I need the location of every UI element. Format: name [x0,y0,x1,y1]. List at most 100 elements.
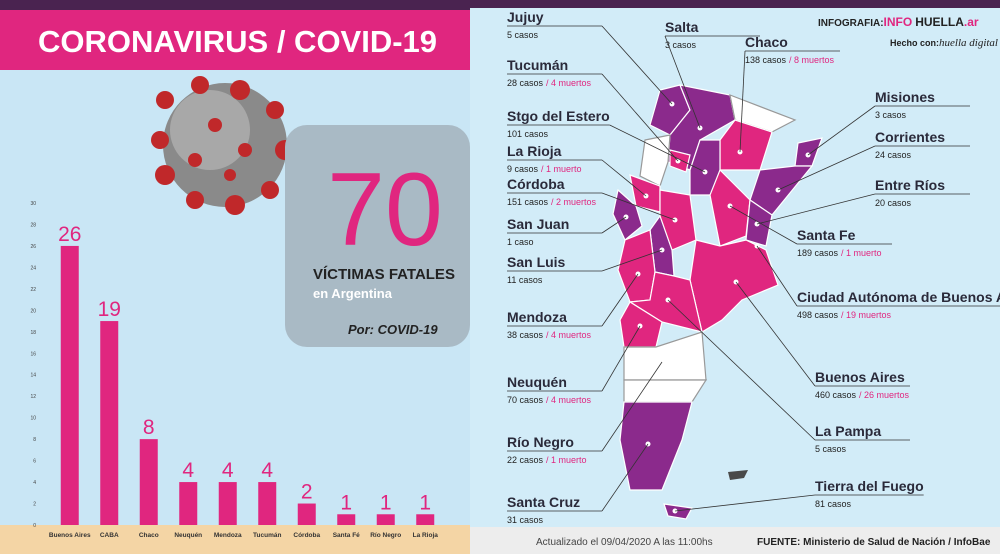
region-cases: 189 casos [797,248,839,258]
deaths-by: Por: COVID-19 [348,322,438,337]
y-tick-label: 6 [33,459,36,465]
region-name: Jujuy [507,9,544,25]
y-tick-label: 8 [33,437,36,443]
region-deaths: / 2 muertos [551,197,597,207]
leader-line [601,325,641,392]
category-strip [0,525,470,554]
leader-line [609,124,706,173]
header-top [0,0,470,10]
region-cases: 1 caso [507,237,534,247]
deaths-number: 70 [327,152,443,268]
source-name: Ministerio de Salud de Nación / InfoBae [803,537,991,548]
islands [728,470,748,480]
value-label: 1 [340,491,352,514]
brand-huella: HUELLA [915,15,964,29]
bar [297,503,316,525]
bar [179,482,198,525]
region-name: Río Negro [507,434,574,450]
region-cases: 11 casos [507,275,543,285]
leader-line [601,249,663,272]
value-label: 4 [261,459,273,482]
leader-line [756,193,876,225]
leader-line [729,205,798,245]
deaths-sublabel: en Argentina [313,286,393,301]
province-chubut [623,379,708,403]
y-tick-label: 12 [30,394,36,400]
x-tick-label: Santa Fé [333,532,360,539]
value-label: 2 [301,481,313,504]
y-tick-label: 18 [30,330,36,336]
region-name: Chaco [745,34,788,50]
leader-line [601,216,627,234]
bar [337,514,356,525]
region-name: San Juan [507,216,569,232]
province-catamarca [639,134,671,187]
region-cases: 3 casos [665,40,697,50]
footer-band [470,527,1000,554]
credit-name: huella digital [939,37,998,49]
region-deaths: / 1 muerto [841,248,882,258]
leader-line [667,299,816,441]
bar [100,321,119,525]
region-cases: 38 casos [507,330,544,340]
region-name: Entre Ríos [875,177,945,193]
header-band [0,10,470,70]
province-chaco [719,119,773,171]
leader-line [735,281,816,387]
credit-label: Hecho con: [890,38,939,48]
credit: Hecho con:huella digital [890,37,998,49]
region-cases: 24 casos [875,150,912,160]
region-cases: 498 casos [797,310,839,320]
value-label: 26 [58,223,81,246]
value-label: 1 [380,491,392,514]
deaths-label: VÍCTIMAS FATALES [313,266,455,283]
region-name: La Pampa [815,423,881,439]
x-tick-label: CABA [100,532,119,539]
region-cases: 9 casos [507,164,539,174]
region-deaths: / 1 muerto [546,455,587,465]
region-name: Tierra del Fuego [815,478,924,494]
region-cases: 22 casos [507,455,544,465]
brand-prefix: INFOGRAFIA: [818,18,884,29]
leader-line [601,159,647,197]
region-deaths: / 4 muertos [546,78,592,88]
province-rio-negro [623,331,707,381]
value-label: 19 [98,298,121,321]
region-cases: 460 casos [815,390,857,400]
leader-line [601,443,649,512]
bar [60,245,79,525]
y-tick-label: 10 [30,416,36,422]
brand: INFOGRAFIA:INFO HUELLA.ar [818,15,979,29]
region-deaths: / 4 muertos [546,330,592,340]
region-cases: 138 casos [745,55,787,65]
region-name: Buenos Aires [815,369,905,385]
highlight-box [285,125,470,347]
region-name: Santa Cruz [507,494,580,510]
region-cases: 5 casos [507,30,539,40]
value-label: 8 [143,416,155,439]
leader-line [664,35,701,129]
y-tick-label: 16 [30,351,36,357]
region-cases: 81 casos [815,499,852,509]
region-cases: 70 casos [507,395,544,405]
region-deaths: / 1 muerto [541,164,582,174]
x-tick-label: Mendoza [214,532,242,539]
footer-updated: Actualizado el 09/04/2020 A las 11:00hs [536,537,713,548]
region-name: Córdoba [507,176,565,192]
region-cases: 5 casos [815,444,847,454]
value-label: 4 [182,459,194,482]
province-la-pampa [628,271,703,333]
y-tick-label: 14 [30,373,36,379]
virus-highlight [170,90,250,170]
footer-source: FUENTE: Ministerio de Salud de Nación / … [757,537,991,548]
region-name: Misiones [875,89,935,105]
region-name: Tucumán [507,57,568,73]
value-label: 1 [419,491,431,514]
source-label: FUENTE: [757,537,800,548]
bar [416,514,435,525]
province-santa-cruz [619,401,693,491]
region-cases: 28 casos [507,78,544,88]
leader-line [777,145,876,191]
x-tick-label: Córdoba [293,532,320,539]
